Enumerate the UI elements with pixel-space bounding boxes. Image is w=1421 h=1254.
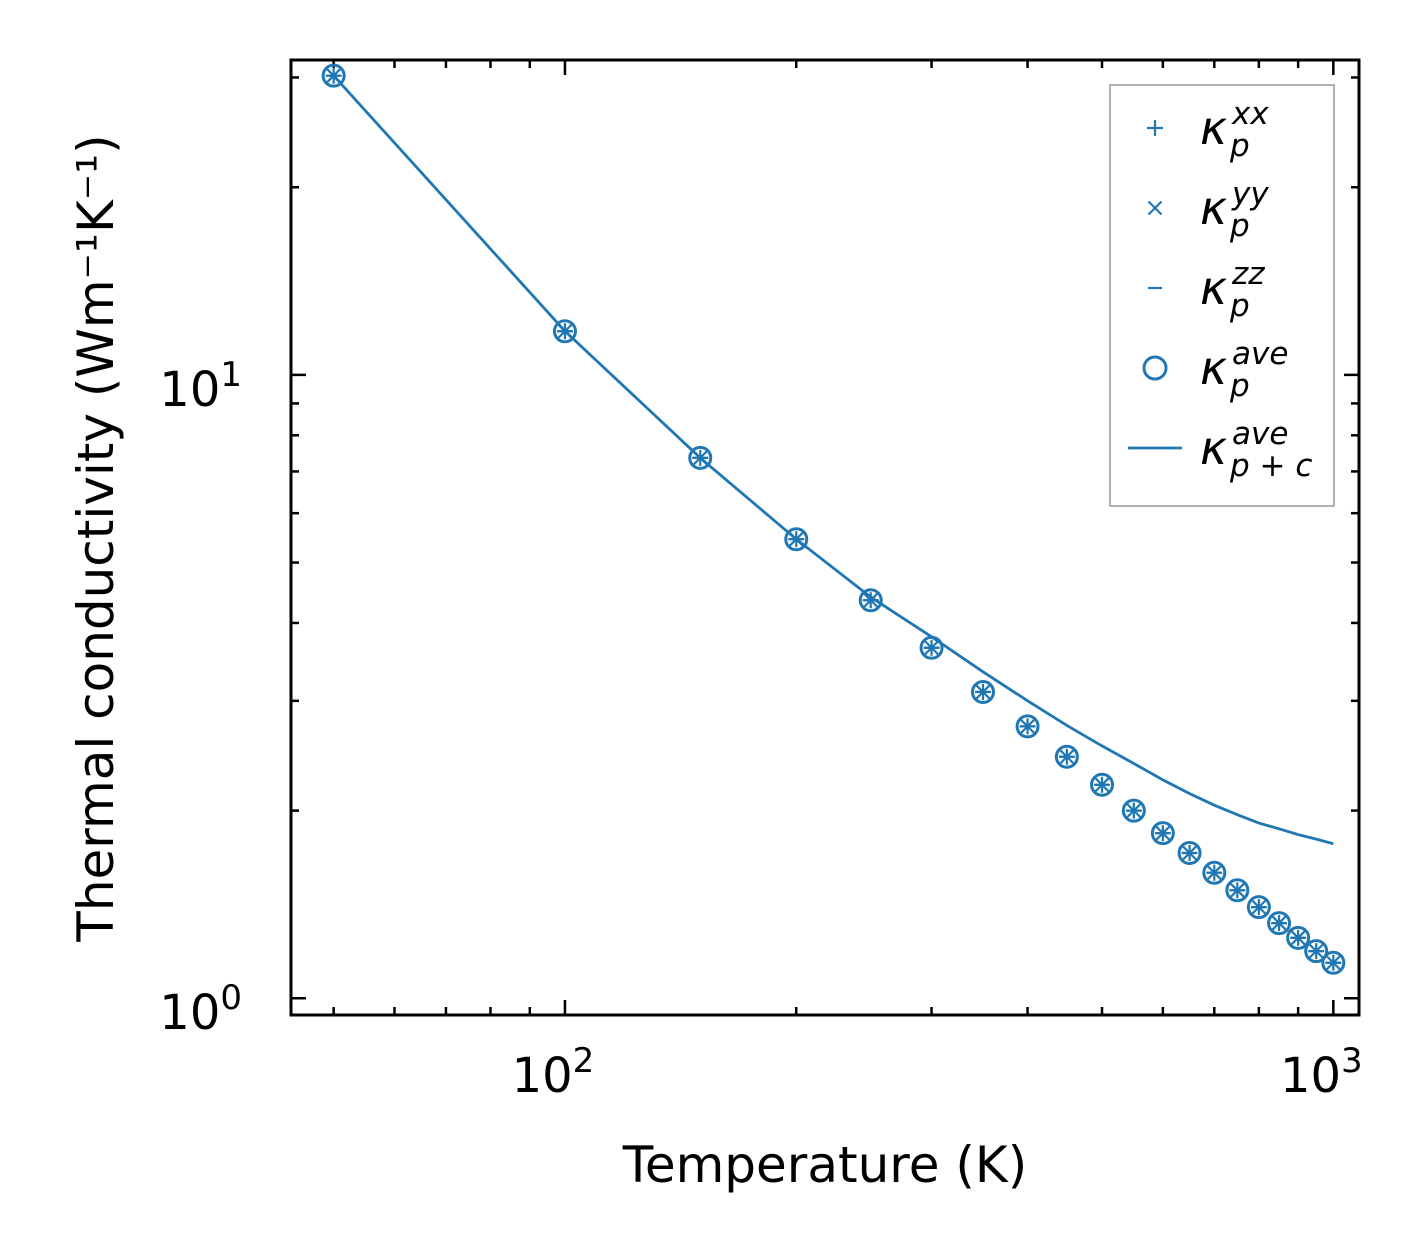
data-point-circle bbox=[858, 588, 883, 613]
data-point-circle bbox=[1121, 798, 1146, 823]
x-tick-label: 102 bbox=[512, 1041, 595, 1104]
legend-kappa-symbol: κ bbox=[1200, 261, 1227, 315]
data-point-circle bbox=[970, 679, 995, 704]
data-point-circle bbox=[552, 319, 577, 344]
x-tick-label-exponent: 3 bbox=[1341, 1041, 1363, 1081]
data-point-circle bbox=[784, 527, 809, 552]
legend-marker-swatch bbox=[1147, 200, 1163, 216]
legend-kappa-symbol: κ bbox=[1200, 341, 1227, 395]
series-kappa-p-ave bbox=[321, 63, 1346, 975]
legend-subscript: p + c bbox=[1229, 448, 1312, 484]
data-point-circle bbox=[321, 63, 346, 88]
series-curve-layer bbox=[332, 74, 1334, 846]
y-tick-label: 100 bbox=[159, 978, 242, 1041]
legend-box bbox=[1109, 84, 1335, 507]
data-point-circle bbox=[1054, 744, 1079, 769]
legend-superscript: yy bbox=[1231, 176, 1269, 212]
x-axis-label: Temperature (K) bbox=[622, 1136, 1027, 1194]
y-tick-label: 101 bbox=[159, 355, 242, 418]
series-line-kappa-p-plus-c-ave bbox=[332, 74, 1334, 846]
data-point-circle bbox=[1202, 860, 1227, 885]
legend-entry: κ xxp bbox=[1147, 96, 1269, 164]
x-tick-label-exponent: 2 bbox=[573, 1041, 595, 1081]
legend-entry: κ yyp bbox=[1147, 176, 1269, 244]
legend-superscript: ave bbox=[1232, 416, 1288, 452]
plot-frame bbox=[289, 58, 1361, 1017]
data-point-circle bbox=[1286, 925, 1311, 950]
x-marker-b bbox=[1147, 200, 1163, 216]
legend-subscript: p bbox=[1229, 208, 1250, 244]
y-axis-label: Thermal conductivity (Wm⁻¹K⁻¹) bbox=[67, 134, 125, 942]
legend-kappa-symbol: κ bbox=[1200, 181, 1227, 235]
data-point-circle bbox=[1090, 772, 1115, 797]
data-point-circle bbox=[1304, 939, 1329, 964]
y-tick-label-exponent: 1 bbox=[220, 355, 242, 395]
series-kappa-p-zz bbox=[326, 74, 1341, 964]
y-tick-label-exponent: 0 bbox=[220, 978, 242, 1018]
legend-subscript: p bbox=[1229, 288, 1250, 324]
legend-superscript: zz bbox=[1231, 256, 1265, 292]
data-point-circle bbox=[1150, 821, 1175, 846]
data-point-circle bbox=[1267, 911, 1292, 936]
series-marker-layer bbox=[321, 63, 1346, 975]
legend-kappa-symbol: κ bbox=[1200, 101, 1227, 155]
data-point-circle bbox=[1246, 895, 1271, 920]
legend-entry: κ zzp bbox=[1148, 256, 1265, 324]
legend-subscript: p bbox=[1229, 368, 1250, 404]
data-point-circle bbox=[1321, 950, 1346, 975]
plot-area-border bbox=[289, 58, 1361, 1017]
data-point-circle bbox=[919, 635, 944, 660]
legend-superscript: xx bbox=[1231, 96, 1269, 132]
legend-marker-swatch bbox=[1147, 120, 1163, 136]
data-point-circle bbox=[1015, 714, 1040, 739]
legend-kappa-symbol: κ bbox=[1200, 421, 1227, 475]
legend-subscript: p bbox=[1229, 128, 1250, 164]
data-point-circle bbox=[1225, 878, 1250, 903]
legend-superscript: ave bbox=[1232, 336, 1288, 372]
data-point-circle bbox=[688, 445, 713, 470]
legend-marker-swatch bbox=[1142, 355, 1168, 381]
x-tick-label: 103 bbox=[1280, 1041, 1363, 1104]
data-point-circle bbox=[1177, 841, 1202, 866]
